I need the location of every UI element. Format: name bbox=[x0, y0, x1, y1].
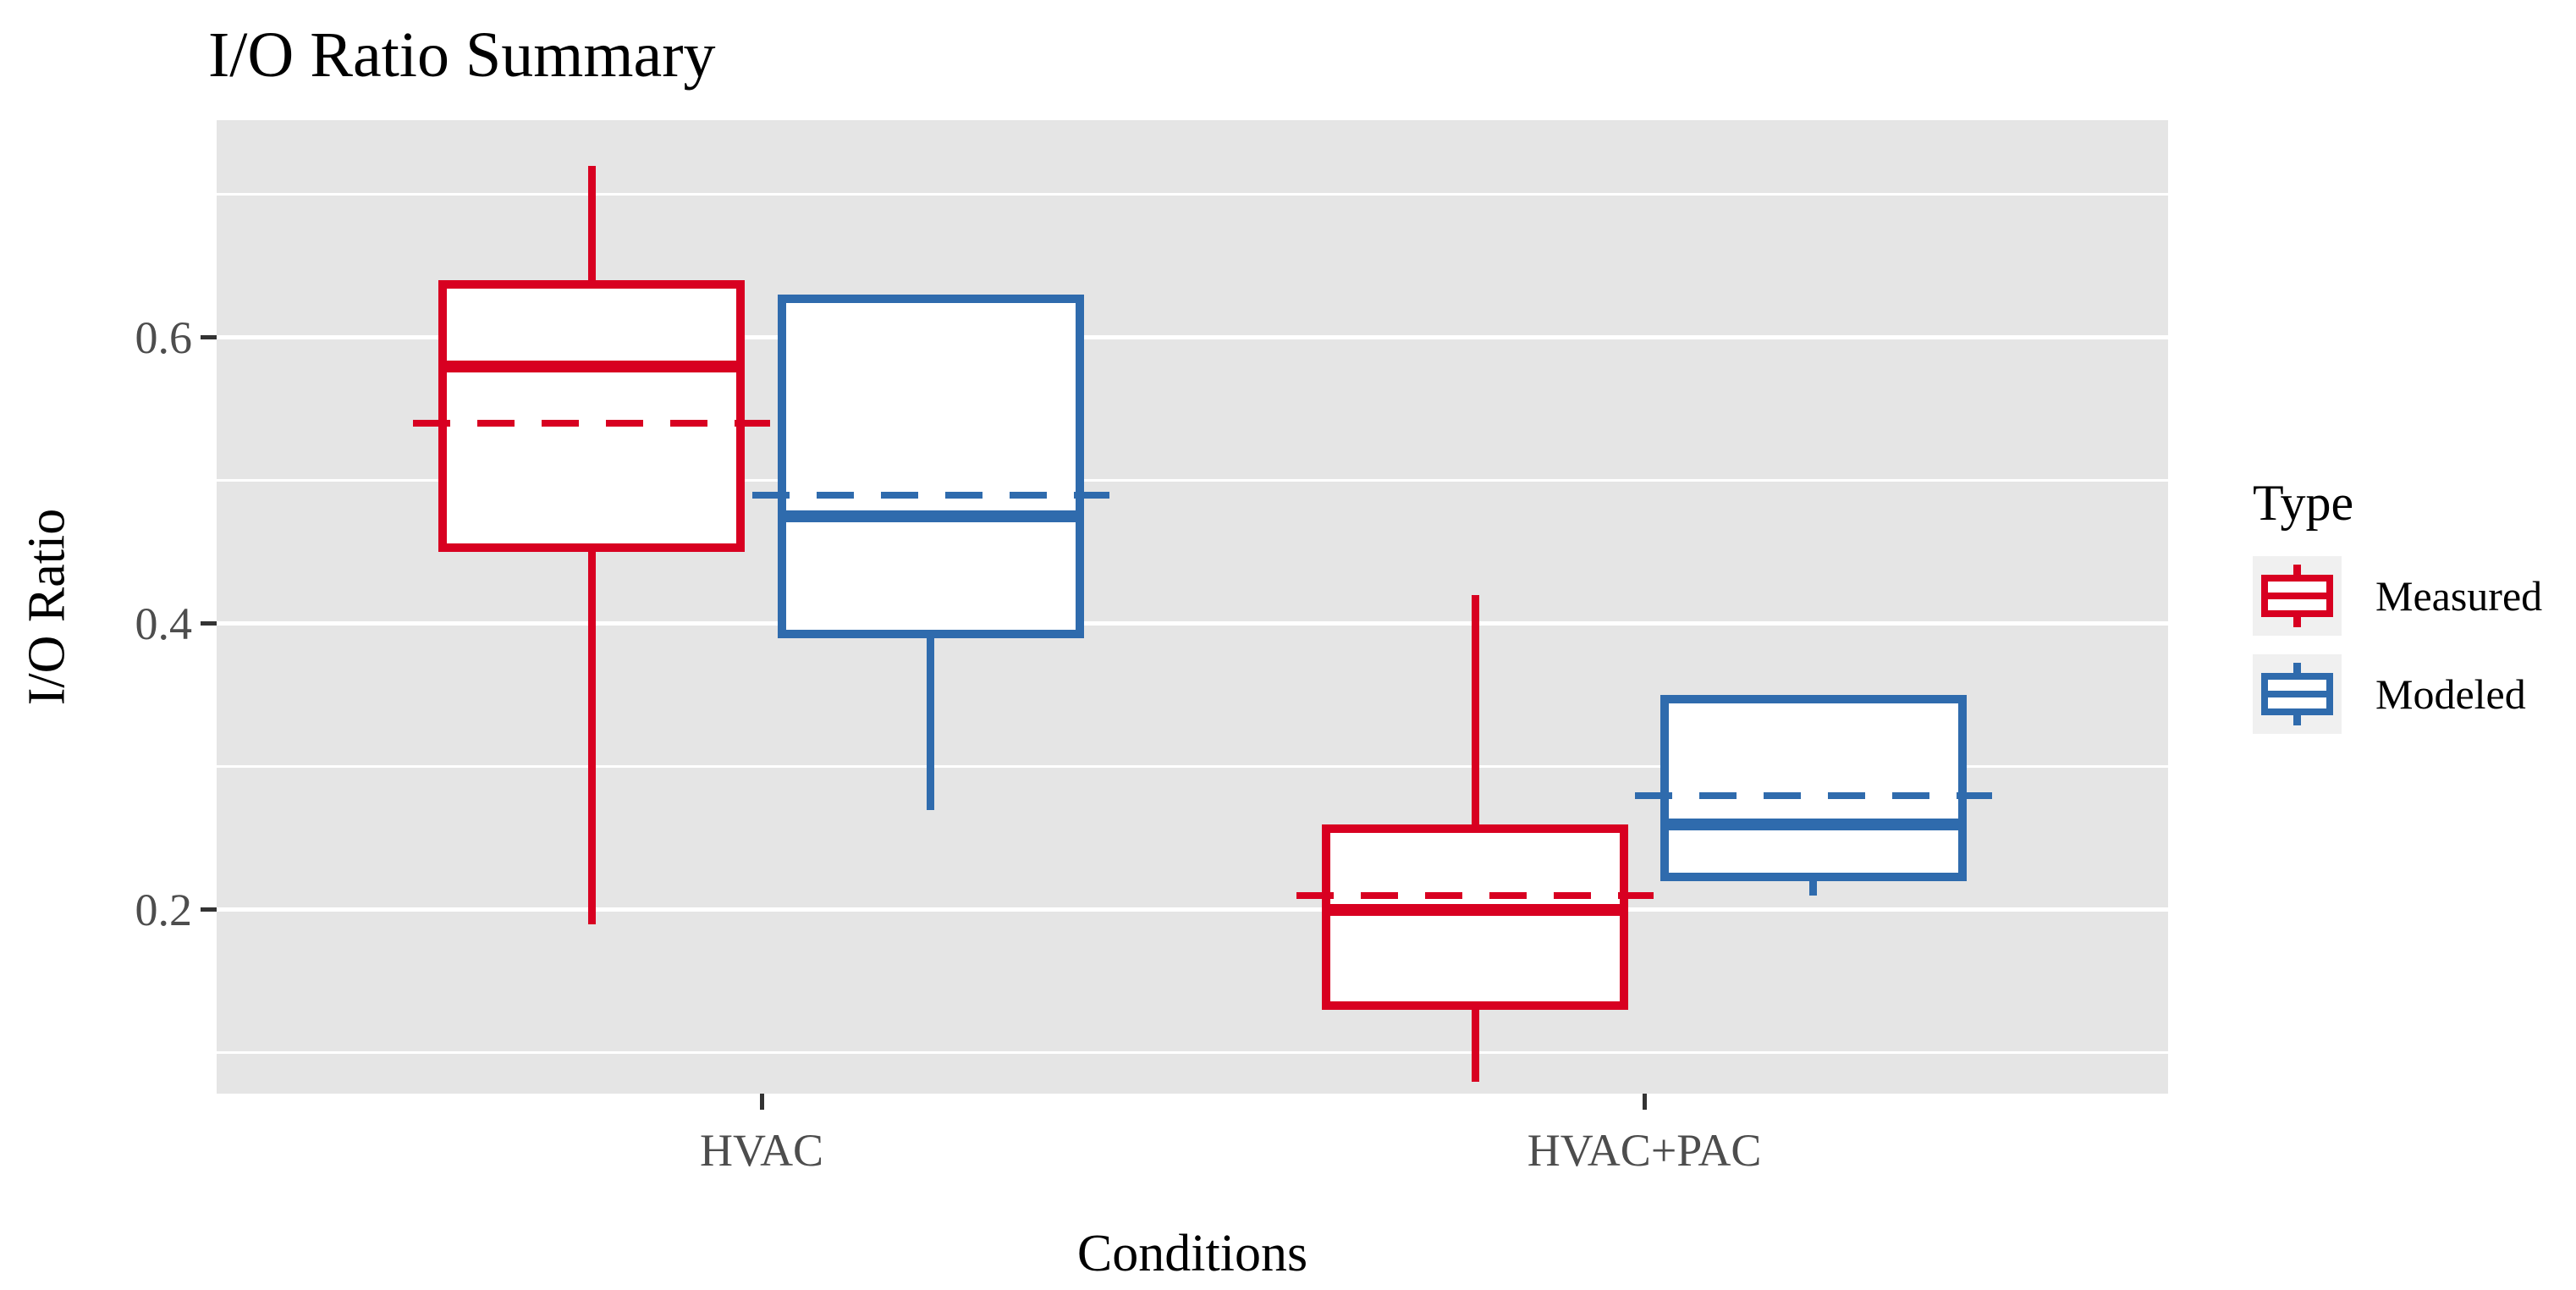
plot-title: I/O Ratio Summary bbox=[208, 19, 716, 91]
y-tick-label: 0.4 bbox=[135, 598, 193, 649]
mean-dashed-line bbox=[1296, 892, 1654, 900]
legend-key bbox=[2253, 654, 2342, 734]
legend-label: Measured bbox=[2375, 572, 2543, 620]
minor-gridline bbox=[217, 479, 2168, 482]
legend-boxplot-median-icon bbox=[2261, 691, 2333, 697]
legend-key bbox=[2253, 556, 2342, 636]
boxplot-box bbox=[777, 295, 1084, 638]
y-tick-mark bbox=[201, 907, 217, 912]
median-line bbox=[1330, 903, 1621, 916]
lower-whisker bbox=[587, 552, 596, 924]
major-gridline bbox=[217, 621, 2168, 626]
median-line bbox=[1668, 818, 1958, 830]
lower-whisker bbox=[1809, 881, 1818, 896]
y-tick-mark bbox=[201, 335, 217, 340]
minor-gridline bbox=[217, 1051, 2168, 1055]
legend-title: Type bbox=[2253, 475, 2354, 531]
mean-dashed-line bbox=[413, 420, 771, 427]
lower-whisker bbox=[1471, 1010, 1479, 1082]
legend-item: Measured bbox=[2253, 556, 2542, 636]
mean-dashed-line bbox=[751, 491, 1109, 499]
boxplot-box bbox=[1322, 824, 1629, 1011]
upper-whisker bbox=[1471, 595, 1479, 824]
minor-gridline bbox=[217, 765, 2168, 769]
upper-whisker bbox=[587, 166, 596, 281]
x-axis-title: Conditions bbox=[1076, 1225, 1308, 1282]
boxplot-box bbox=[1660, 695, 1967, 882]
major-gridline bbox=[217, 907, 2168, 912]
x-tick-mark bbox=[1642, 1094, 1647, 1110]
legend-item: Modeled bbox=[2253, 654, 2542, 734]
mean-dashed-line bbox=[1634, 791, 1992, 799]
y-tick-label: 0.6 bbox=[135, 311, 193, 363]
major-gridline bbox=[217, 335, 2168, 340]
x-tick-mark bbox=[759, 1094, 764, 1110]
legend-boxplot-median-icon bbox=[2261, 593, 2333, 599]
lower-whisker bbox=[927, 637, 935, 810]
y-tick-mark bbox=[201, 621, 217, 626]
y-tick-label: 0.2 bbox=[135, 884, 193, 935]
legend-items: Measured Modeled bbox=[2253, 556, 2542, 734]
minor-gridline bbox=[217, 193, 2168, 196]
legend: Type Measured Modeled bbox=[2253, 474, 2542, 752]
plot-panel bbox=[217, 120, 2168, 1094]
median-line bbox=[447, 360, 737, 372]
x-tick-label: HVAC+PAC bbox=[1527, 1125, 1762, 1176]
legend-label: Modeled bbox=[2375, 670, 2526, 718]
median-line bbox=[785, 510, 1076, 523]
x-tick-label: HVAC bbox=[700, 1125, 824, 1176]
boxplot-box bbox=[438, 280, 746, 553]
